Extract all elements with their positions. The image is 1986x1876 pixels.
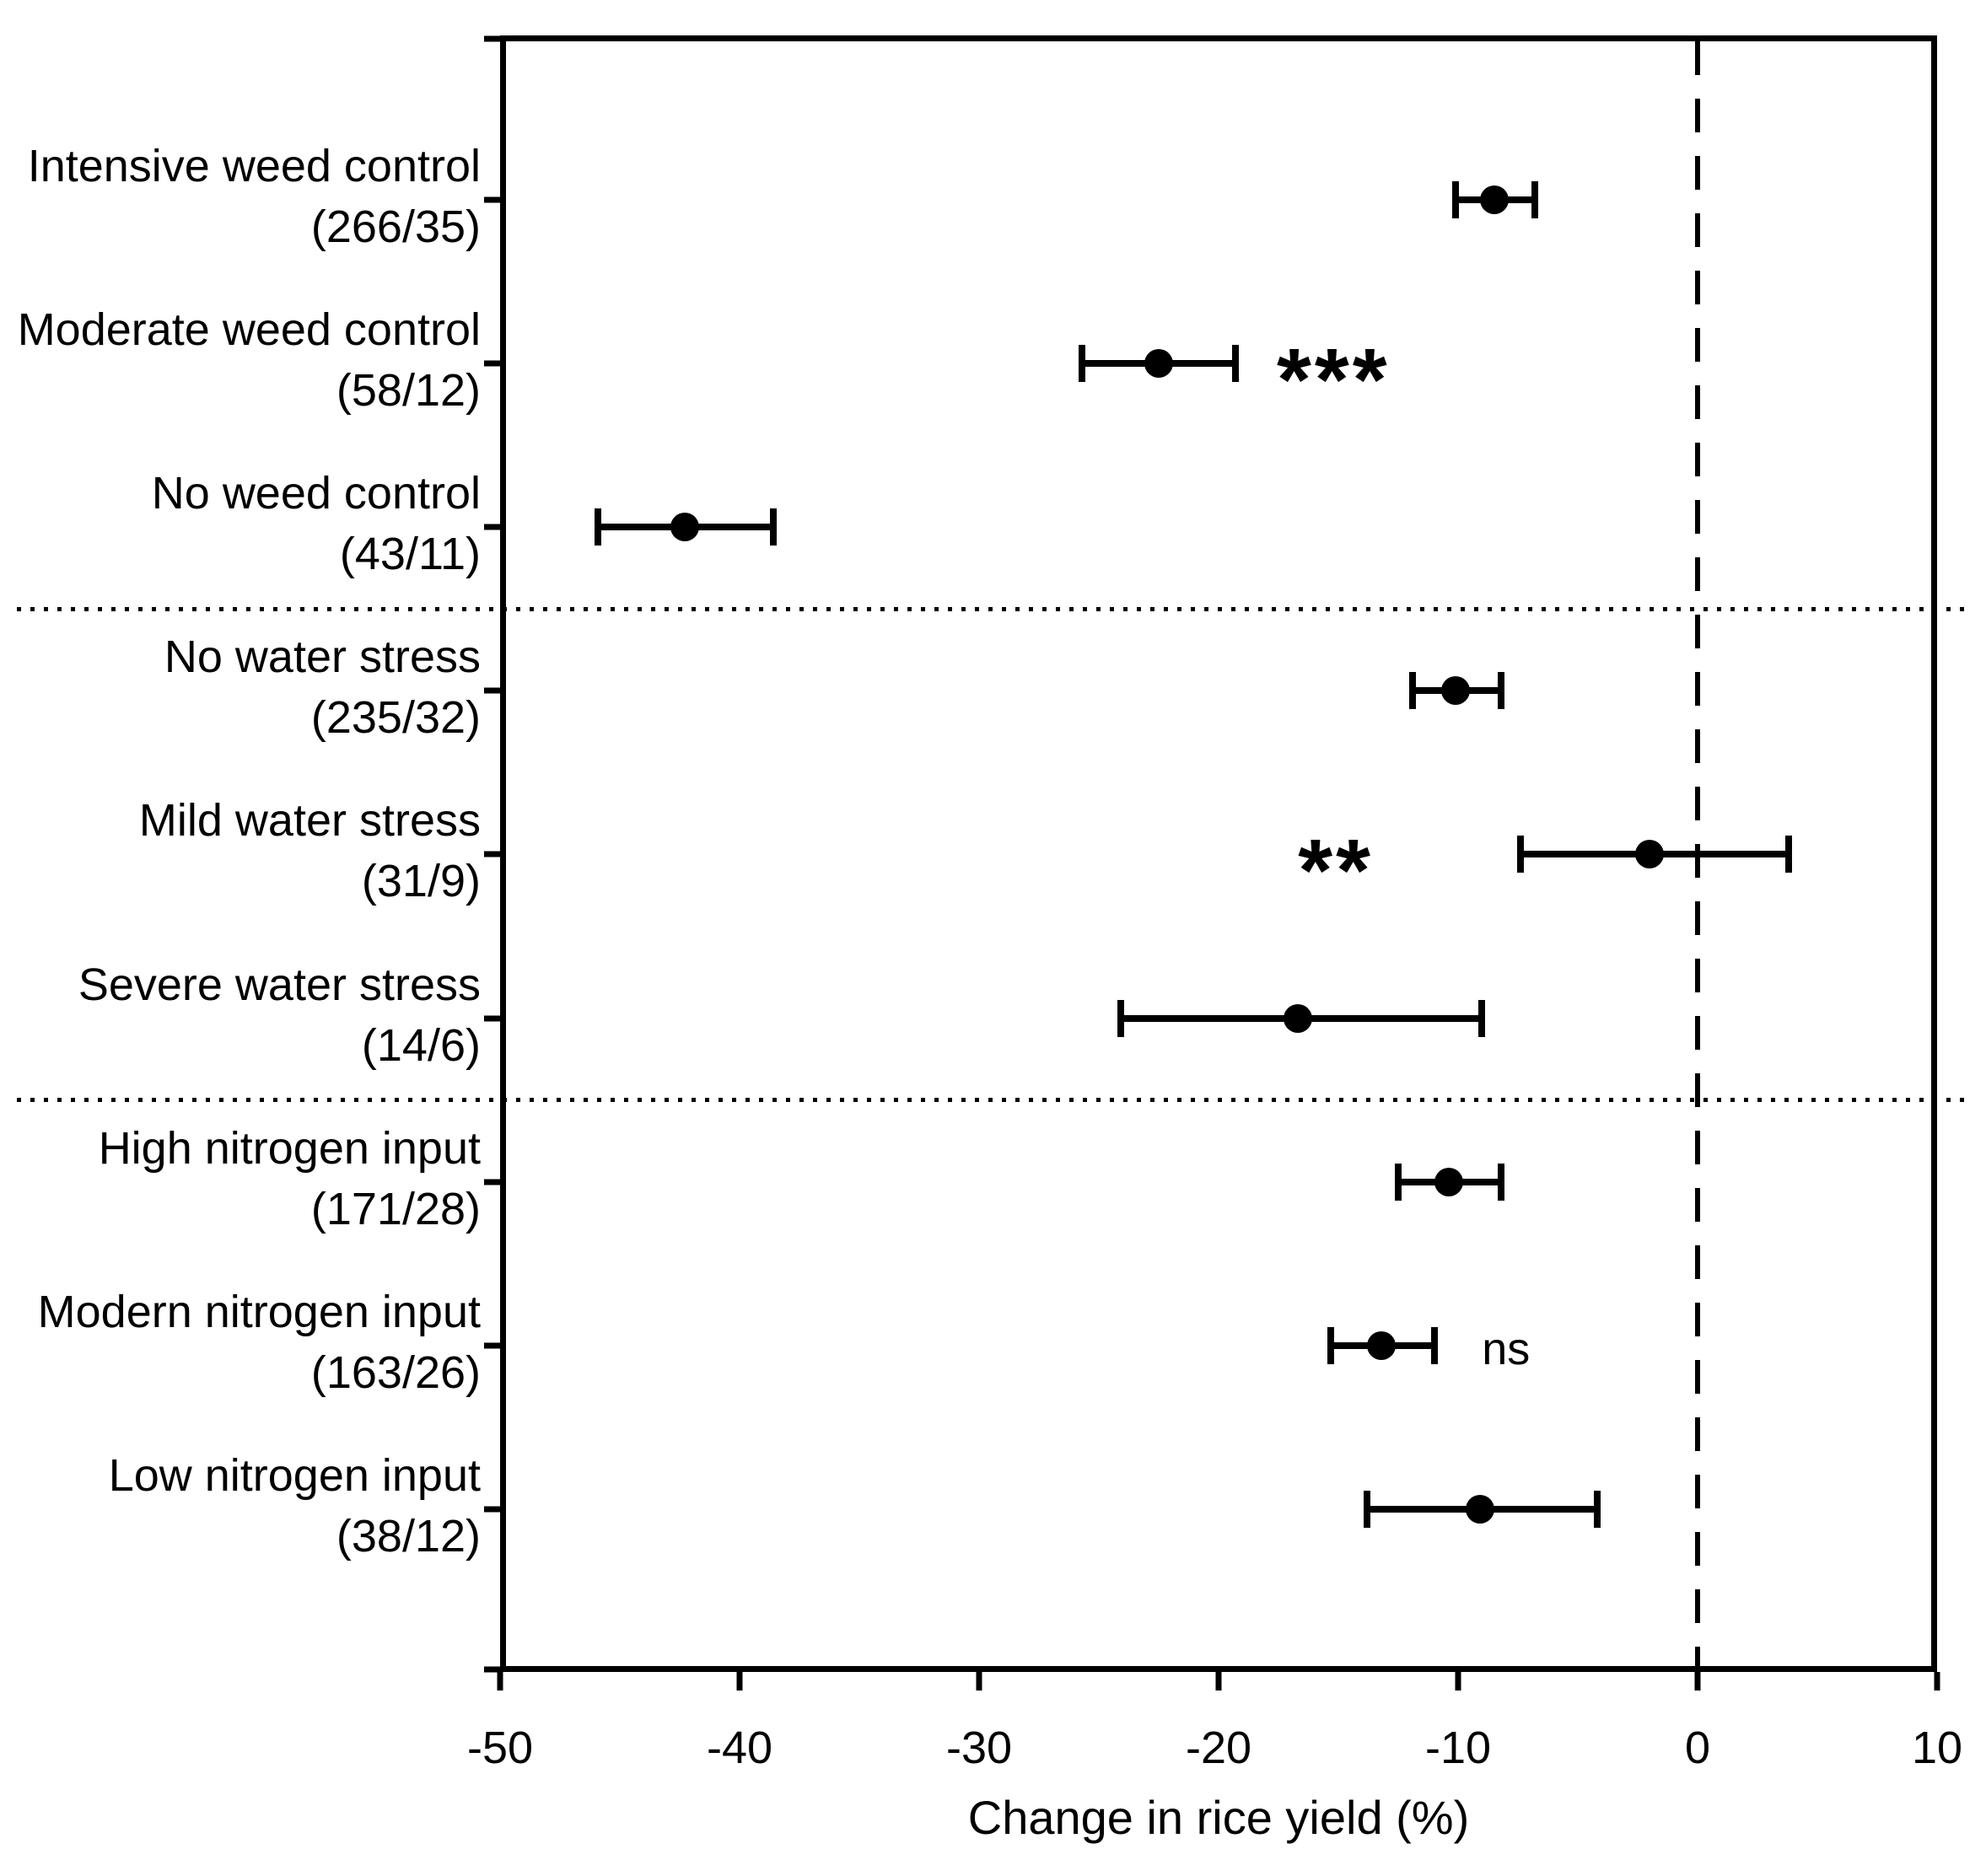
- error-bar-cap-left: [595, 508, 602, 546]
- x-axis-tick: [976, 1672, 982, 1691]
- x-axis-tick: [736, 1672, 743, 1691]
- category-name: Mild water stress: [138, 795, 481, 847]
- data-point: [1479, 185, 1509, 214]
- x-tick-label: 0: [1684, 1723, 1711, 1773]
- error-bar-cap-left: [1079, 345, 1086, 383]
- x-tick-label: -30: [945, 1723, 1013, 1773]
- x-tick-label: 10: [1911, 1723, 1963, 1773]
- category-name: Severe water stress: [78, 959, 481, 1010]
- category-label: Low nitrogen input (38/12): [0, 1445, 481, 1567]
- significance-label: ***: [1277, 331, 1391, 430]
- category-count: (38/12): [336, 1510, 481, 1562]
- category-count: (43/11): [339, 529, 481, 580]
- error-bar-cap-right: [1531, 181, 1538, 218]
- y-axis-corner-tick: [484, 1666, 500, 1672]
- error-bar-cap-left: [1409, 672, 1417, 710]
- error-bar-cap-left: [1516, 836, 1524, 873]
- error-bar-cap-right: [1593, 1490, 1601, 1528]
- category-count: (58/12): [336, 365, 481, 417]
- category-label: No weed control (43/11): [0, 463, 481, 584]
- error-bar-cap-right: [1430, 1326, 1438, 1364]
- x-tick-label: -40: [706, 1723, 773, 1773]
- error-bar-cap-right: [1498, 672, 1505, 710]
- y-axis-tick: [484, 851, 500, 857]
- y-axis-tick: [484, 1506, 500, 1513]
- category-name: Intensive weed control: [27, 141, 481, 191]
- y-axis-tick: [484, 196, 500, 203]
- x-axis-tick: [497, 1672, 503, 1691]
- data-point: [1144, 349, 1173, 379]
- category-label: Moderate weed control (58/12): [0, 299, 481, 421]
- category-label: No water stress (235/32): [0, 626, 481, 748]
- category-count: (266/35): [310, 202, 481, 252]
- category-label: Intensive weed control (266/35): [0, 136, 481, 257]
- group-separator: [17, 1098, 1970, 1103]
- category-name: Modern nitrogen input: [37, 1286, 481, 1337]
- category-name: No water stress: [164, 632, 481, 683]
- error-bar-cap-left: [1395, 1163, 1402, 1201]
- category-label: High nitrogen input (171/28): [0, 1118, 481, 1239]
- x-tick-label: -20: [1185, 1723, 1252, 1773]
- category-name: Low nitrogen input: [108, 1449, 481, 1501]
- error-bar-cap-right: [1231, 345, 1239, 383]
- y-axis-tick: [484, 1015, 500, 1021]
- y-axis-tick: [484, 524, 500, 530]
- category-count: (163/26): [310, 1347, 481, 1398]
- data-point: [1283, 1003, 1312, 1033]
- data-point: [1465, 1494, 1494, 1524]
- y-axis-tick: [484, 1342, 500, 1349]
- plot-area: [500, 35, 1937, 1672]
- category-count: (171/28): [310, 1183, 481, 1234]
- significance-label: ns: [1482, 1323, 1531, 1374]
- x-tick-label: -10: [1424, 1723, 1492, 1773]
- category-label: Modern nitrogen input (163/26): [0, 1282, 481, 1403]
- category-count: (31/9): [361, 856, 481, 907]
- x-axis-tick: [1455, 1672, 1461, 1691]
- x-tick-label: -50: [466, 1723, 534, 1773]
- error-bar-cap-left: [1364, 1490, 1371, 1528]
- category-label: Mild water stress (31/9): [0, 790, 481, 911]
- error-bar-cap-right: [769, 508, 777, 546]
- error-bar-cap-right: [1784, 836, 1792, 873]
- y-axis-tick: [484, 687, 500, 694]
- data-point: [1441, 676, 1471, 706]
- data-point: [1367, 1330, 1397, 1360]
- error-bar-cap-left: [1327, 1326, 1335, 1364]
- x-axis-tick: [1215, 1672, 1222, 1691]
- data-point: [1635, 840, 1665, 869]
- error-bar-cap-left: [1117, 999, 1124, 1037]
- significance-label: **: [1298, 821, 1375, 921]
- data-point: [1434, 1167, 1463, 1196]
- x-axis-title: Change in rice yield (%): [967, 1791, 1470, 1844]
- error-bar-cap-left: [1452, 181, 1460, 218]
- category-count: (14/6): [361, 1019, 481, 1071]
- group-separator: [17, 606, 1970, 611]
- data-point: [670, 513, 699, 542]
- category-label: Severe water stress (14/6): [0, 954, 481, 1076]
- x-axis-tick: [1934, 1672, 1940, 1691]
- category-count: (235/32): [310, 692, 481, 744]
- y-axis-tick: [484, 1179, 500, 1185]
- category-name: Moderate weed control: [17, 304, 481, 356]
- category-name: No weed control: [151, 468, 481, 519]
- y-axis-corner-tick: [484, 35, 500, 41]
- y-axis-tick: [484, 360, 500, 367]
- error-bar-cap-right: [1498, 1163, 1505, 1201]
- category-name: High nitrogen input: [98, 1122, 481, 1174]
- x-axis-tick: [1694, 1672, 1701, 1691]
- error-bar-cap-right: [1478, 999, 1486, 1037]
